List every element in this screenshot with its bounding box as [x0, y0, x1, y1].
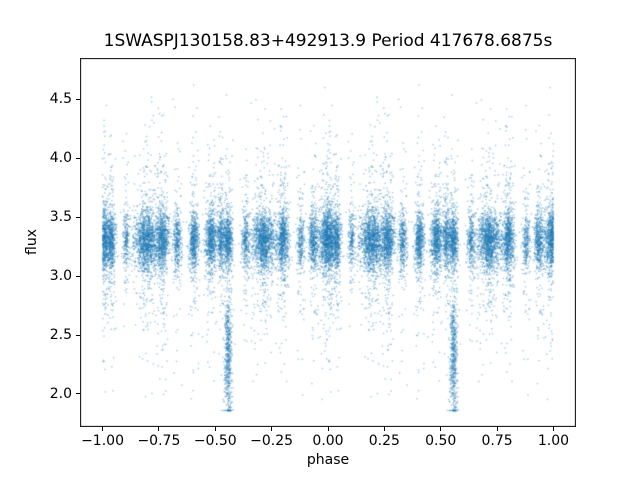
x-tick-label: 0.00 [312, 433, 344, 449]
x-tick-mark [496, 427, 498, 431]
scatter-plot-canvas [80, 58, 576, 427]
x-tick-label: 1.00 [537, 433, 570, 449]
x-tick-mark [102, 427, 104, 431]
y-tick-label: 3.0 [49, 268, 72, 285]
x-tick-label: 0.75 [481, 433, 513, 449]
chart-title: 1SWASPJ130158.83+492913.9 Period 417678.… [103, 31, 553, 51]
x-tick-label: 0.50 [425, 433, 457, 449]
x-tick-label: −0.75 [137, 433, 181, 449]
x-tick-label: −1.00 [81, 433, 124, 449]
x-tick-mark [214, 427, 216, 431]
x-tick-mark [327, 427, 329, 431]
x-tick-mark [440, 427, 442, 431]
x-tick-label: −0.25 [250, 433, 294, 449]
y-tick-mark [76, 393, 80, 395]
y-tick-mark [76, 157, 80, 159]
y-tick-mark [76, 275, 80, 277]
y-tick-mark [76, 334, 80, 336]
y-tick-mark [76, 98, 80, 100]
x-tick-mark [383, 427, 385, 431]
y-tick-label: 3.5 [49, 209, 72, 226]
x-tick-label: 0.25 [368, 433, 400, 449]
x-tick-label: −0.50 [193, 433, 237, 449]
y-tick-label: 4.5 [49, 91, 72, 108]
x-tick-mark [552, 427, 554, 431]
x-axis-label: phase [306, 452, 350, 468]
y-tick-label: 2.5 [49, 327, 72, 344]
y-tick-mark [76, 216, 80, 218]
x-tick-mark [158, 427, 160, 431]
y-tick-label: 2.0 [49, 385, 72, 402]
x-tick-mark [271, 427, 273, 431]
y-tick-label: 4.0 [49, 150, 72, 167]
